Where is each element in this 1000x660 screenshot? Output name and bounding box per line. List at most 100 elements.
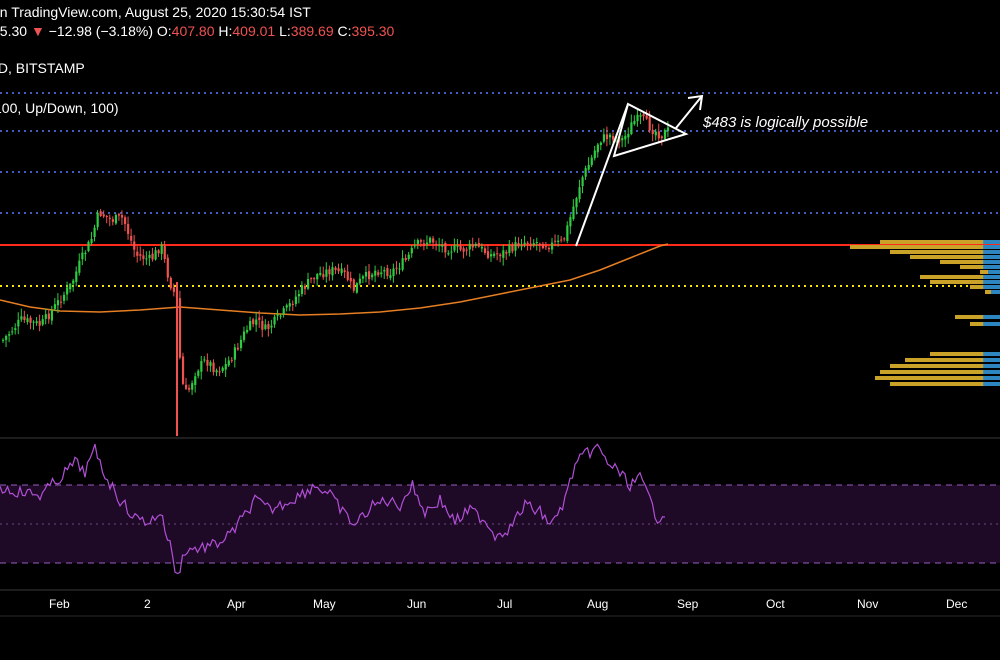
candle-body [206, 359, 209, 366]
volume-profile-bar-up [983, 250, 1000, 254]
axis-label-apr: Apr [227, 597, 246, 611]
candle-body [447, 253, 450, 255]
candle-body [648, 116, 651, 131]
candle-body [63, 294, 66, 301]
candle-body [35, 321, 38, 324]
candle-body [294, 296, 297, 304]
candle-body [136, 251, 139, 256]
volume-profile-bar [880, 240, 1000, 244]
candle-body [188, 387, 191, 390]
candle-body [316, 274, 319, 280]
candle-body [636, 114, 639, 122]
candle-body [398, 268, 401, 270]
change-arrow-icon: ▼ [30, 23, 45, 39]
candle-body [612, 136, 615, 140]
candle-body [386, 267, 389, 277]
candle-body [557, 240, 560, 242]
candle-body [215, 370, 218, 373]
candle-body [252, 319, 255, 325]
candle-body [114, 214, 118, 224]
low-value: 389.69 [290, 23, 334, 39]
candle-body [218, 371, 221, 373]
candle-body [371, 274, 374, 278]
candle-body [551, 242, 554, 250]
candle-body [99, 211, 102, 216]
candle-body [666, 127, 670, 132]
candle-body [419, 240, 423, 242]
candle-body [355, 283, 358, 293]
candle-body [17, 319, 20, 327]
axis-label-nov: Nov [857, 597, 878, 611]
candle-body [425, 242, 429, 245]
candle-body [151, 253, 154, 260]
volume-profile-bar [955, 315, 1000, 319]
volume-profile-bar [960, 265, 1000, 269]
indicator-line: 100, Up/Down, 100) [0, 100, 119, 116]
candle-body [361, 276, 365, 279]
candle-body [108, 217, 111, 219]
volume-profile-bar [920, 275, 1000, 279]
candle-body [541, 243, 545, 249]
candle-body [596, 144, 599, 153]
candle-body [630, 122, 633, 135]
candle-body [569, 217, 572, 227]
candle-body [267, 323, 270, 329]
candle-body [221, 367, 224, 372]
candle-body [368, 271, 371, 280]
projection-arrow-line [675, 95, 703, 129]
symbol-text: ID, BITSTAMP [0, 60, 85, 76]
candle-body [523, 242, 526, 245]
candle-body [23, 316, 26, 321]
candle-body [346, 271, 349, 280]
time-axis[interactable]: Feb 2 Apr May Jun Jul Aug Sep Oct Nov De… [49, 597, 967, 611]
candle-body [154, 250, 157, 260]
candle-body [654, 131, 657, 136]
volume-profile-bar-up [983, 255, 1000, 259]
candle-body [172, 287, 175, 292]
candle-body [297, 294, 301, 297]
candle-body [429, 237, 432, 243]
candle-body [181, 356, 185, 384]
candle-body [133, 241, 136, 250]
candle-body [273, 316, 276, 325]
candle-body [532, 243, 535, 246]
candle-body [404, 257, 407, 261]
drawing-tools[interactable] [575, 94, 704, 247]
candle-body [526, 242, 529, 245]
candle-body [486, 251, 490, 258]
candle-body [261, 320, 264, 330]
candle-body [364, 271, 368, 277]
candle-body [444, 242, 447, 253]
candle-body [343, 270, 346, 272]
candle-body [416, 240, 419, 244]
candle-body [41, 319, 44, 325]
last-price: 95.30 [0, 23, 28, 39]
candle-body [605, 134, 609, 140]
candle-body [624, 135, 627, 140]
candle-body [380, 272, 383, 275]
candle-body [127, 223, 130, 234]
candle-body [75, 271, 78, 282]
candle-body [38, 320, 41, 326]
candle-body [560, 239, 563, 241]
candle-body [230, 359, 233, 361]
candle-body [340, 268, 343, 274]
volume-profile-bar [930, 352, 1000, 356]
candle-body [300, 285, 304, 295]
symbol-line: ID, BITSTAMP [0, 60, 85, 76]
candle-body [438, 245, 441, 247]
open-label: O: [156, 23, 172, 39]
candle-body [383, 269, 386, 272]
axis-label-jul: Jul [497, 597, 512, 611]
candle-body [499, 254, 502, 257]
candle-body [111, 219, 114, 222]
candle-body [474, 243, 477, 246]
candle-body [642, 114, 645, 117]
axis-label-sep: Sep [677, 597, 699, 611]
candle-body [374, 270, 377, 276]
candle-body [392, 268, 395, 277]
volume-profile-bar-up [983, 315, 1000, 319]
candle-body [651, 129, 654, 134]
candle-body [441, 244, 444, 247]
